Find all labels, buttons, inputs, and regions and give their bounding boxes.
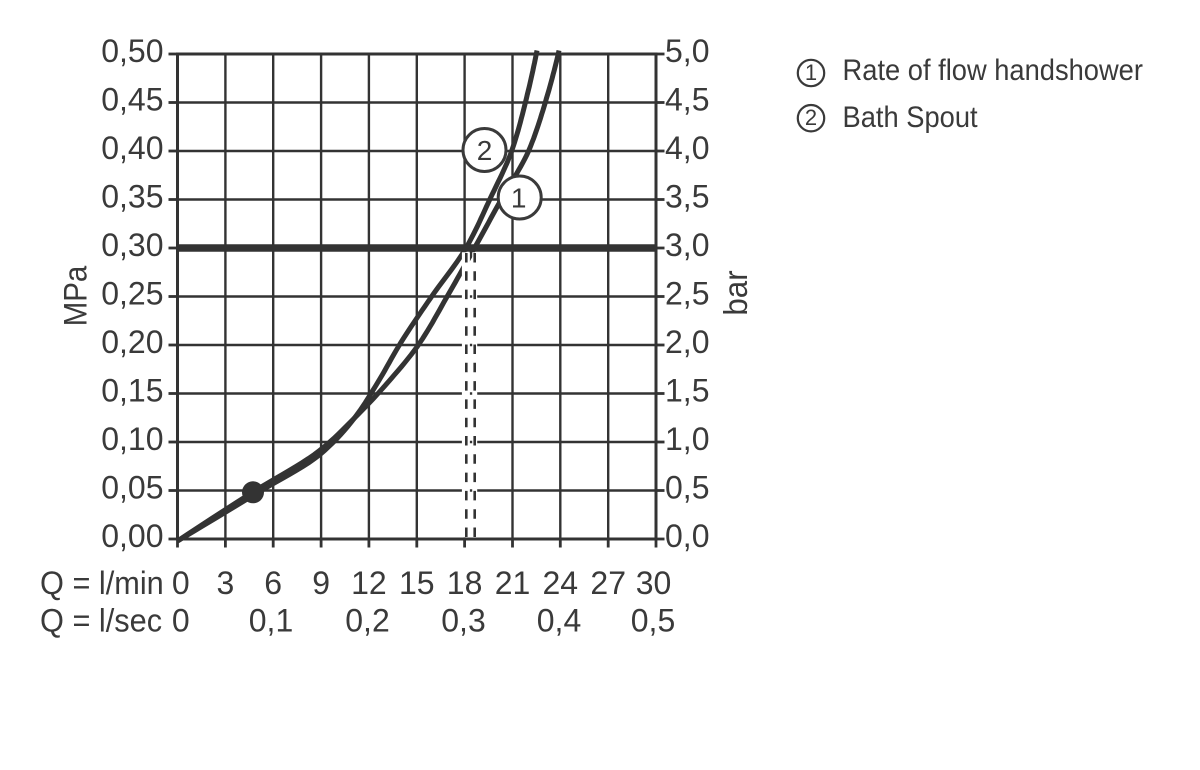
svg-text:Bath Spout: Bath Spout xyxy=(843,101,978,134)
svg-text:4,5: 4,5 xyxy=(665,82,709,118)
svg-text:0,4: 0,4 xyxy=(537,603,581,639)
svg-text:12: 12 xyxy=(351,565,387,601)
svg-text:0,25: 0,25 xyxy=(101,276,163,312)
svg-text:2,0: 2,0 xyxy=(665,324,709,360)
svg-text:0: 0 xyxy=(172,603,190,639)
svg-text:21: 21 xyxy=(495,565,531,601)
svg-text:Q = l/sec: Q = l/sec xyxy=(40,603,162,639)
svg-text:0,40: 0,40 xyxy=(101,130,163,166)
svg-text:4,0: 4,0 xyxy=(665,130,709,166)
svg-text:0,05: 0,05 xyxy=(101,470,163,506)
svg-text:3,0: 3,0 xyxy=(665,227,709,263)
svg-text:27: 27 xyxy=(590,565,626,601)
svg-text:0,45: 0,45 xyxy=(101,82,163,118)
svg-text:0,00: 0,00 xyxy=(101,518,163,554)
svg-text:0: 0 xyxy=(172,565,190,601)
svg-text:0,1: 0,1 xyxy=(249,603,293,639)
svg-text:0,0: 0,0 xyxy=(665,518,709,554)
svg-text:0,10: 0,10 xyxy=(101,421,163,457)
svg-text:1,0: 1,0 xyxy=(665,421,709,457)
svg-text:bar: bar xyxy=(717,270,754,316)
svg-text:0,5: 0,5 xyxy=(665,470,709,506)
svg-text:15: 15 xyxy=(399,565,435,601)
svg-text:Q = l/min: Q = l/min xyxy=(40,565,164,601)
svg-text:3,5: 3,5 xyxy=(665,179,709,215)
svg-text:1: 1 xyxy=(511,183,527,214)
svg-text:6: 6 xyxy=(264,565,282,601)
svg-text:3: 3 xyxy=(217,565,235,601)
svg-text:1: 1 xyxy=(805,60,817,85)
svg-text:24: 24 xyxy=(543,565,579,601)
svg-text:0,2: 0,2 xyxy=(345,603,389,639)
svg-text:0,50: 0,50 xyxy=(101,33,163,69)
svg-text:Rate of flow handshower: Rate of flow handshower xyxy=(843,54,1144,87)
svg-text:5,0: 5,0 xyxy=(665,33,709,69)
svg-text:2,5: 2,5 xyxy=(665,276,709,312)
svg-text:18: 18 xyxy=(447,565,483,601)
svg-text:0,5: 0,5 xyxy=(631,603,675,639)
svg-text:1,5: 1,5 xyxy=(665,373,709,409)
svg-text:0,15: 0,15 xyxy=(101,373,163,409)
svg-text:0,20: 0,20 xyxy=(101,324,163,360)
svg-text:30: 30 xyxy=(636,565,672,601)
svg-text:0,30: 0,30 xyxy=(101,227,163,263)
svg-text:2: 2 xyxy=(477,135,493,166)
svg-text:9: 9 xyxy=(312,565,330,601)
svg-text:MPa: MPa xyxy=(57,265,93,326)
svg-text:0,35: 0,35 xyxy=(101,179,163,215)
svg-text:2: 2 xyxy=(805,105,817,130)
svg-text:0,3: 0,3 xyxy=(441,603,485,639)
